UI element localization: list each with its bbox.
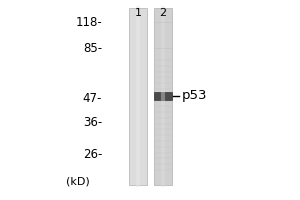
- Text: 47-: 47-: [82, 92, 102, 104]
- Text: 2: 2: [159, 8, 167, 18]
- Bar: [154, 92, 172, 100]
- Bar: [154, 8, 172, 185]
- Bar: [129, 8, 147, 185]
- Text: p53: p53: [182, 90, 208, 102]
- Text: 26-: 26-: [82, 148, 102, 162]
- Text: 36-: 36-: [83, 116, 102, 129]
- Text: 85-: 85-: [83, 42, 102, 54]
- Text: (kD): (kD): [66, 177, 90, 187]
- Text: 118-: 118-: [75, 16, 102, 28]
- Text: 1: 1: [134, 8, 142, 18]
